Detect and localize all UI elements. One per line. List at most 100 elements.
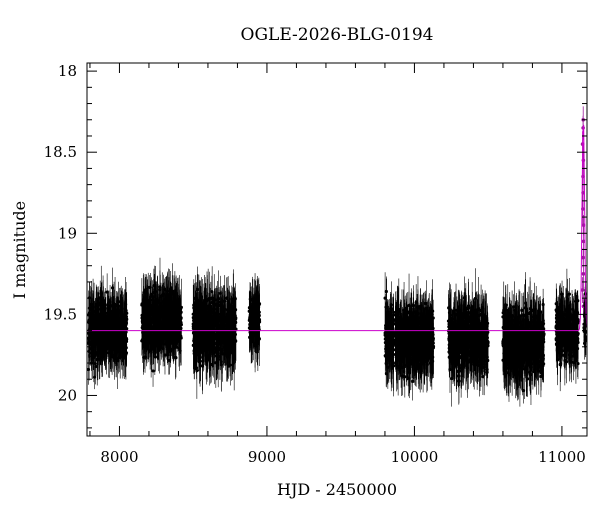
data-point	[143, 355, 147, 359]
data-point	[195, 330, 199, 335]
data-point	[222, 345, 226, 349]
data-point	[152, 283, 156, 288]
data-point	[90, 361, 94, 365]
data-point	[216, 325, 221, 329]
data-point	[157, 343, 162, 347]
data-point	[141, 337, 145, 342]
data-point	[200, 359, 205, 363]
data-point	[250, 298, 254, 302]
data-point	[123, 321, 127, 325]
season-2	[140, 257, 183, 387]
data-point	[167, 358, 171, 362]
data-point	[177, 336, 181, 341]
data-point	[225, 318, 229, 322]
data-point	[209, 350, 213, 354]
data-point	[104, 342, 108, 346]
data-point	[156, 336, 160, 340]
data-point	[109, 325, 113, 329]
data-point	[226, 321, 230, 325]
data-point	[228, 363, 233, 367]
data-point	[206, 341, 210, 345]
data-point	[144, 326, 148, 330]
data-point	[108, 335, 113, 339]
data-point	[384, 355, 388, 359]
data-point	[155, 323, 160, 327]
data-point	[204, 359, 208, 363]
data-point	[96, 319, 100, 324]
data-point	[151, 369, 155, 373]
data-point	[196, 350, 200, 354]
data-point	[112, 356, 117, 360]
data-point	[214, 361, 218, 365]
data-point	[423, 301, 428, 306]
data-point	[202, 317, 206, 321]
data-point	[159, 294, 163, 299]
data-point	[112, 312, 117, 316]
data-point	[195, 287, 199, 292]
data-point	[248, 315, 252, 319]
data-point	[231, 341, 236, 346]
data-point	[229, 321, 233, 326]
data-point	[107, 331, 111, 336]
data-point	[250, 311, 254, 316]
data-point	[143, 290, 147, 294]
data-point	[218, 291, 222, 296]
data-point	[222, 326, 226, 330]
data-point	[193, 343, 197, 347]
data-point	[101, 311, 105, 315]
season-5	[383, 272, 396, 397]
data-point	[202, 345, 206, 350]
data-point	[90, 341, 94, 345]
season-3	[191, 266, 238, 399]
data-point	[150, 298, 155, 302]
data-point	[174, 330, 178, 334]
data-point	[247, 326, 252, 330]
data-point	[198, 304, 202, 309]
data-point	[149, 334, 154, 339]
data-point	[144, 342, 149, 346]
season-4	[247, 273, 262, 373]
data-point	[106, 324, 110, 328]
data-point	[115, 358, 120, 363]
data-point	[225, 351, 230, 355]
data-point	[209, 321, 213, 325]
data-point	[115, 336, 119, 340]
data-point	[96, 350, 100, 354]
data-point	[167, 321, 171, 326]
data-point	[175, 317, 180, 321]
data-point	[195, 353, 199, 357]
data-point	[390, 307, 394, 311]
data-point	[158, 288, 162, 292]
data-point	[255, 314, 259, 318]
data-point	[386, 365, 390, 369]
data-point	[251, 314, 255, 318]
data-point	[164, 323, 168, 328]
data-point	[407, 370, 411, 374]
data-point	[233, 332, 238, 337]
data-point	[391, 332, 395, 336]
data-point	[177, 332, 182, 336]
data-point	[390, 366, 394, 370]
data-point	[163, 353, 167, 357]
data-point	[87, 367, 91, 372]
data-point	[158, 321, 163, 325]
data-point	[103, 303, 107, 307]
data-point	[148, 305, 153, 309]
data-point	[386, 325, 390, 329]
data-point	[210, 300, 214, 305]
data-point	[101, 354, 105, 358]
data-point	[90, 308, 94, 312]
data-point	[219, 336, 223, 340]
data-point	[160, 308, 164, 312]
data-point	[256, 322, 260, 326]
plot-area	[87, 106, 587, 407]
data-point	[110, 331, 114, 335]
data-point	[92, 351, 96, 355]
data-point	[193, 296, 197, 300]
data-point	[231, 338, 235, 343]
data-point	[202, 334, 207, 339]
data-point	[153, 345, 157, 349]
data-point	[179, 320, 183, 325]
season-6	[393, 273, 436, 401]
data-point	[148, 322, 152, 327]
